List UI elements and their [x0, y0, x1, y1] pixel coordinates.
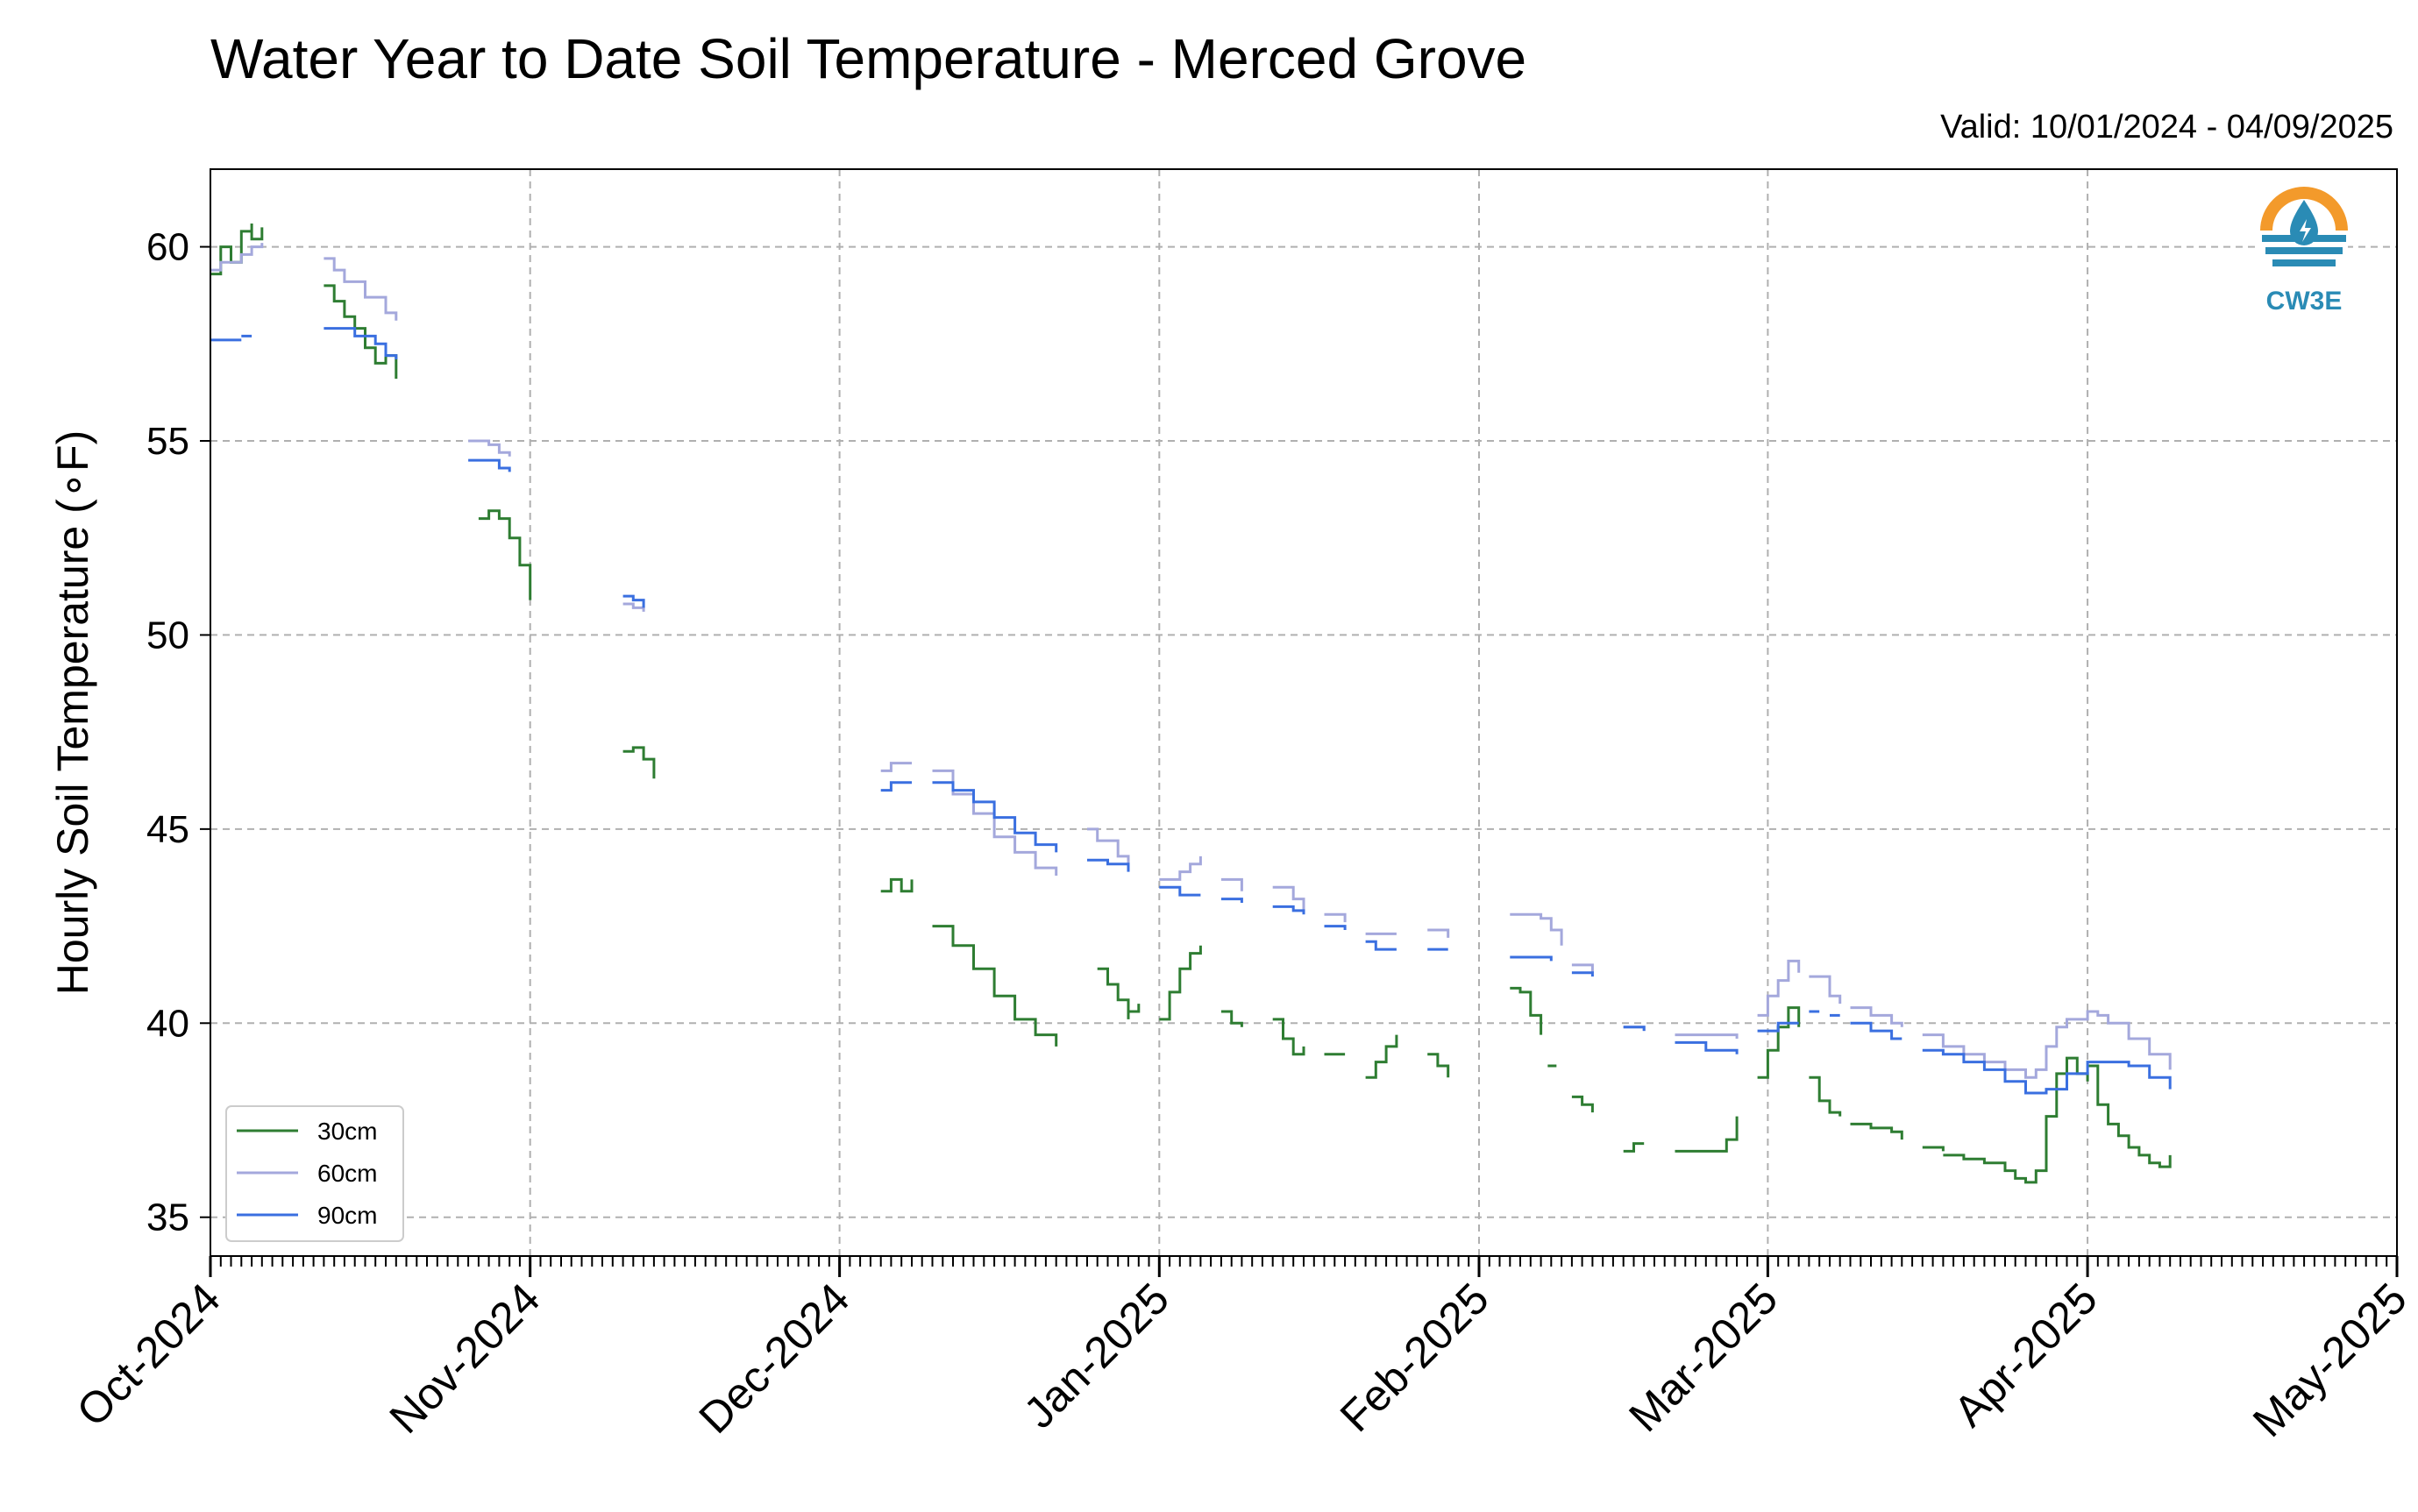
series-line-60cm: [1272, 885, 1305, 911]
series-line-90cm: [1324, 925, 1347, 930]
series-line-30cm: [932, 925, 1058, 1047]
series-line-30cm: [1675, 1116, 1739, 1153]
series-line-60cm: [1510, 912, 1563, 946]
x-tick-label: Dec-2024: [689, 1274, 858, 1443]
series-line-30cm: [1272, 1018, 1305, 1056]
series-line-60cm: [1571, 963, 1594, 973]
plot-area-frame: [210, 168, 2398, 1257]
y-tick-label: 35: [146, 1196, 189, 1239]
legend: 30cm 60cm 90cm: [225, 1105, 404, 1242]
series-line-90cm: [1220, 898, 1243, 903]
x-tick-label: Oct-2024: [68, 1274, 230, 1436]
x-tick-label: Nov-2024: [380, 1274, 550, 1443]
series-60cm: [210, 243, 2172, 1079]
series-line-30cm: [1128, 1004, 1141, 1013]
series-line-60cm: [1324, 912, 1347, 923]
y-tick-label: 40: [146, 1002, 189, 1045]
series-line-30cm: [880, 877, 914, 893]
series-line-60cm: [210, 243, 264, 272]
series-line-60cm: [468, 439, 511, 457]
series-line-60cm: [1757, 959, 1801, 1017]
legend-label-30cm: 30cm: [317, 1118, 377, 1145]
series-line-30cm: [324, 284, 398, 380]
series-30cm: [210, 224, 2172, 1184]
y-tick-label: 50: [146, 614, 189, 657]
series-line-90cm: [1675, 1040, 1739, 1054]
series-line-90cm: [1757, 1021, 1799, 1033]
series-line-60cm: [880, 762, 912, 772]
series-line-30cm: [210, 224, 264, 276]
series-line-60cm: [1427, 928, 1450, 938]
legend-label-90cm: 90cm: [317, 1202, 377, 1229]
series-line-30cm: [478, 509, 532, 600]
x-minor-ticks: [210, 1256, 2398, 1267]
y-tick-label: 45: [146, 808, 189, 851]
series-line-30cm: [1510, 986, 1543, 1035]
series-line-30cm: [622, 746, 656, 779]
cw3e-logo: CW3E: [2260, 187, 2348, 316]
series-line-90cm: [1159, 885, 1201, 897]
series-line-90cm: [468, 458, 511, 472]
series-line-30cm: [1571, 1095, 1594, 1113]
x-tick-label: May-2025: [2244, 1274, 2416, 1446]
series-line-60cm: [1809, 975, 1842, 1004]
series-line-30cm: [1427, 1053, 1450, 1078]
series-line-60cm: [1220, 877, 1243, 891]
series-line-90cm: [622, 594, 645, 608]
water-drop-logo-icon: [2260, 187, 2348, 276]
series-line-30cm: [1809, 1075, 1842, 1117]
y-tick-label: 55: [146, 420, 189, 463]
series-line-90cm: [880, 781, 912, 792]
x-tick-label: Mar-2025: [1619, 1274, 1787, 1441]
y-tick-label: 60: [146, 226, 189, 269]
series-line-60cm: [1087, 827, 1130, 864]
series-line-30cm: [1922, 1146, 1945, 1152]
series-line-30cm: [1220, 1010, 1243, 1027]
legend-label-60cm: 60cm: [317, 1160, 377, 1187]
series-line-90cm: [1922, 1048, 2172, 1095]
series-line-30cm: [2087, 1064, 2172, 1168]
series-line-90cm: [1510, 955, 1553, 962]
series-line-90cm: [1623, 1026, 1646, 1032]
series-line-60cm: [1159, 855, 1202, 881]
series-line-90cm: [932, 781, 1058, 853]
series-line-30cm: [1943, 1056, 2089, 1184]
y-axis-label: Hourly Soil Temperature (∘F): [48, 430, 97, 995]
series-line-90cm: [1571, 971, 1594, 977]
series-line-60cm: [1850, 1006, 1903, 1027]
grid-lines: [210, 169, 2397, 1256]
series-line-60cm: [1675, 1033, 1739, 1039]
legend-box: [225, 1105, 404, 1242]
series-line-90cm: [1087, 858, 1130, 872]
logo-text: CW3E: [2266, 287, 2343, 316]
series-line-90cm: [1365, 940, 1397, 951]
series-line-30cm: [1159, 945, 1202, 1021]
series-line-90cm: [1850, 1021, 1902, 1040]
series-line-60cm: [932, 769, 1058, 876]
series-line-30cm: [1097, 967, 1130, 1019]
series-line-30cm: [1623, 1142, 1645, 1153]
series-line-30cm: [1757, 1006, 1801, 1079]
axes: 35 40 45 50 55 60 Oct-2024 Nov-2024 Dec-2024 Jan-…: [68, 226, 2416, 1446]
chart-title: Water Year to Date Soil Temperature - Me…: [210, 27, 1527, 90]
x-tick-label: Apr-2025: [1945, 1274, 2107, 1436]
series-line-60cm: [324, 257, 398, 321]
series-line-30cm: [1850, 1122, 1903, 1140]
x-tick-label: Jan-2025: [1014, 1274, 1178, 1437]
series-line-60cm: [622, 602, 645, 612]
series-line-90cm: [324, 327, 398, 359]
series-line-90cm: [1272, 905, 1305, 915]
series-90cm: [210, 327, 2172, 1095]
series-line-30cm: [1365, 1034, 1398, 1079]
x-tick-label: Feb-2025: [1331, 1274, 1498, 1441]
valid-date-range: Valid: 10/01/2024 - 04/09/2025: [1940, 109, 2393, 146]
series-line-60cm: [1922, 1010, 2172, 1079]
series-lines: [210, 224, 2172, 1184]
